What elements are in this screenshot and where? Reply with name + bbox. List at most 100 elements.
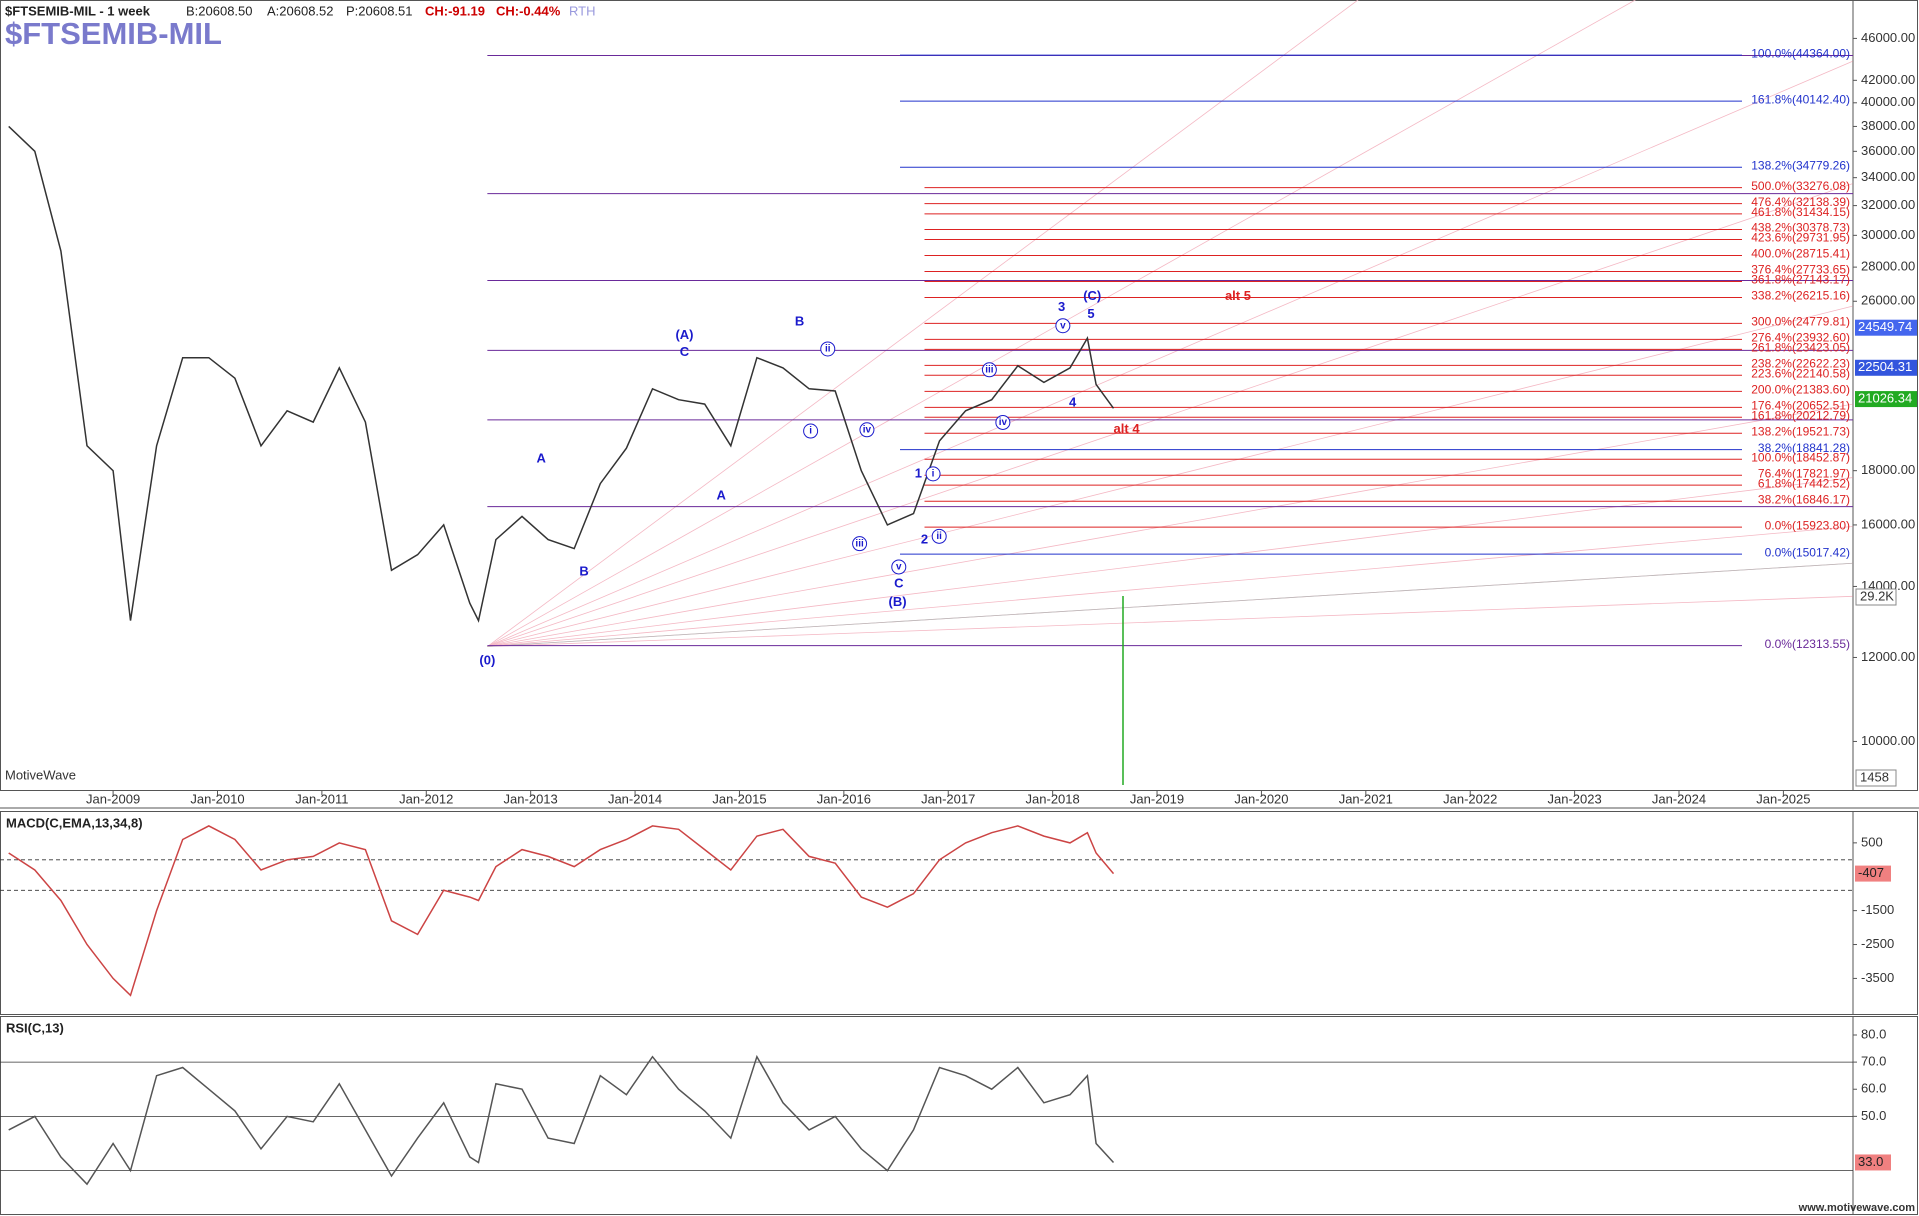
x-tick-label: Jan-2020 (1234, 791, 1288, 806)
x-tick-label: Jan-2018 (1026, 791, 1080, 806)
fib-label: 38.2%(16846.17) (1758, 492, 1850, 506)
wave-label: (A) (675, 327, 693, 342)
fib-label: 338.2%(26215.16) (1751, 289, 1850, 303)
wave-label: (C) (1083, 288, 1101, 303)
y-tick-label: 46000.00 (1861, 30, 1915, 45)
wave-circle (1055, 318, 1071, 334)
x-tick-label: Jan-2024 (1652, 791, 1706, 806)
fib-label: 76.4%(17821.97) (1758, 466, 1850, 480)
x-tick-label: Jan-2015 (712, 791, 766, 806)
wave-label: A (537, 451, 547, 466)
x-tick-label: Jan-2025 (1756, 791, 1810, 806)
y-tick-label: 34000.00 (1861, 169, 1915, 184)
volume-box (1855, 588, 1897, 606)
panel-title: MACD(C,EMA,13,34,8) (6, 815, 143, 830)
wave-label: 2 (921, 531, 928, 546)
bid: B:20608.50 (186, 3, 253, 18)
panel-frame (0, 0, 1918, 791)
price-marker-label: 24549.74 (1858, 319, 1912, 334)
wave-circle (891, 559, 907, 575)
wave-label: iv (863, 424, 872, 435)
y-tick-label: 12000.00 (1861, 649, 1915, 664)
fib-label: 61.8%(17442.52) (1758, 476, 1850, 490)
footer: www.motivewave.com (1798, 1202, 1916, 1214)
current-value-box (1855, 1154, 1891, 1171)
fib-label: 100.0%(44364.00) (1751, 46, 1850, 60)
wave-circle (925, 466, 941, 482)
wave-label: C (680, 344, 690, 359)
y-tick-label: -1500 (1861, 902, 1894, 917)
price-marker-label: 21026.34 (1858, 391, 1912, 406)
y-tick-label: 36000.00 (1861, 143, 1915, 158)
fib-label: 476.4%(32138.39) (1751, 195, 1850, 209)
wave-label: alt 4 (1114, 421, 1141, 436)
change-pct: CH:-0.44% (496, 3, 561, 18)
x-tick-label: Jan-2014 (608, 791, 662, 806)
current-value-box (1855, 865, 1891, 882)
fan-line (487, 0, 1637, 647)
price-marker-box (1855, 319, 1917, 336)
fib-label: 400.0%(28715.41) (1751, 247, 1850, 261)
volume-label: 29.2K (1860, 588, 1894, 603)
fib-label: 176.4%(20652.51) (1751, 399, 1850, 413)
volume-scale-box (1855, 769, 1897, 787)
wave-label: C (894, 576, 904, 591)
y-tick-label: 50.0 (1861, 1108, 1886, 1123)
x-tick-label: Jan-2016 (817, 791, 871, 806)
y-tick-label: 30000.00 (1861, 227, 1915, 242)
wave-label: i (809, 426, 812, 437)
symbol-label: $FTSEMIB-MIL - 1 week (5, 3, 151, 18)
current-value-label: -407 (1858, 865, 1884, 880)
x-tick-label: Jan-2021 (1339, 791, 1393, 806)
price-marker-box (1855, 391, 1917, 408)
fib-label: 261.8%(23423.05) (1751, 341, 1850, 355)
wave-label: alt 5 (1225, 288, 1251, 303)
wave-label: i (932, 469, 935, 480)
y-tick-label: 28000.00 (1861, 259, 1915, 274)
fan-line (487, 60, 1853, 647)
fib-label: 223.6%(22140.58) (1751, 366, 1850, 380)
y-tick-label: 10000.00 (1861, 733, 1915, 748)
fan-line (487, 183, 1853, 647)
volume-scale: 1458 (1860, 769, 1889, 784)
wave-label: 4 (1069, 394, 1077, 409)
fib-label: 0.0%(12313.55) (1765, 637, 1850, 651)
fan-line (487, 595, 1853, 647)
x-tick-label: Jan-2012 (399, 791, 453, 806)
wave-label: 3 (1058, 299, 1065, 314)
x-tick-label: Jan-2013 (504, 791, 558, 806)
y-tick-label: 40000.00 (1861, 94, 1915, 109)
fib-label: 438.2%(30378.73) (1751, 221, 1850, 235)
fib-label: 300.0%(24779.81) (1751, 315, 1850, 329)
fib-label: 161.8%(20212.79) (1751, 408, 1850, 422)
x-tick-label: Jan-2023 (1548, 791, 1602, 806)
x-tick-label: Jan-2011 (295, 791, 348, 806)
trend-line (487, 562, 1853, 647)
series-line (8, 1054, 1115, 1186)
fan-line (487, 403, 1853, 647)
fib-label: 138.2%(19521.73) (1751, 424, 1850, 438)
panel-frame (0, 1016, 1918, 1215)
last-price: P:20608.51 (346, 3, 413, 18)
fan-line (487, 0, 1359, 647)
fib-label: 138.2%(34779.26) (1751, 158, 1850, 172)
fib-label: 500.0%(33276.08) (1751, 179, 1850, 193)
fib-label: 361.8%(27143.17) (1751, 273, 1850, 287)
y-tick-label: 16000.00 (1861, 516, 1915, 531)
fan-line (487, 477, 1853, 647)
y-tick-label: 70.0 (1861, 1054, 1886, 1069)
change: CH:-91.19 (425, 3, 485, 18)
session: RTH (569, 3, 595, 18)
x-tick-label: Jan-2010 (190, 791, 244, 806)
main-title: $FTSEMIB-MIL (5, 16, 222, 51)
fib-label: 0.0%(15923.80) (1765, 518, 1850, 532)
wave-label: (B) (889, 594, 907, 609)
y-tick-label: -3500 (1861, 970, 1894, 985)
series-line (8, 825, 1115, 997)
x-tick-label: Jan-2009 (86, 791, 140, 806)
y-tick-label: 60.0 (1861, 1081, 1886, 1096)
wave-label: iii (855, 538, 864, 549)
